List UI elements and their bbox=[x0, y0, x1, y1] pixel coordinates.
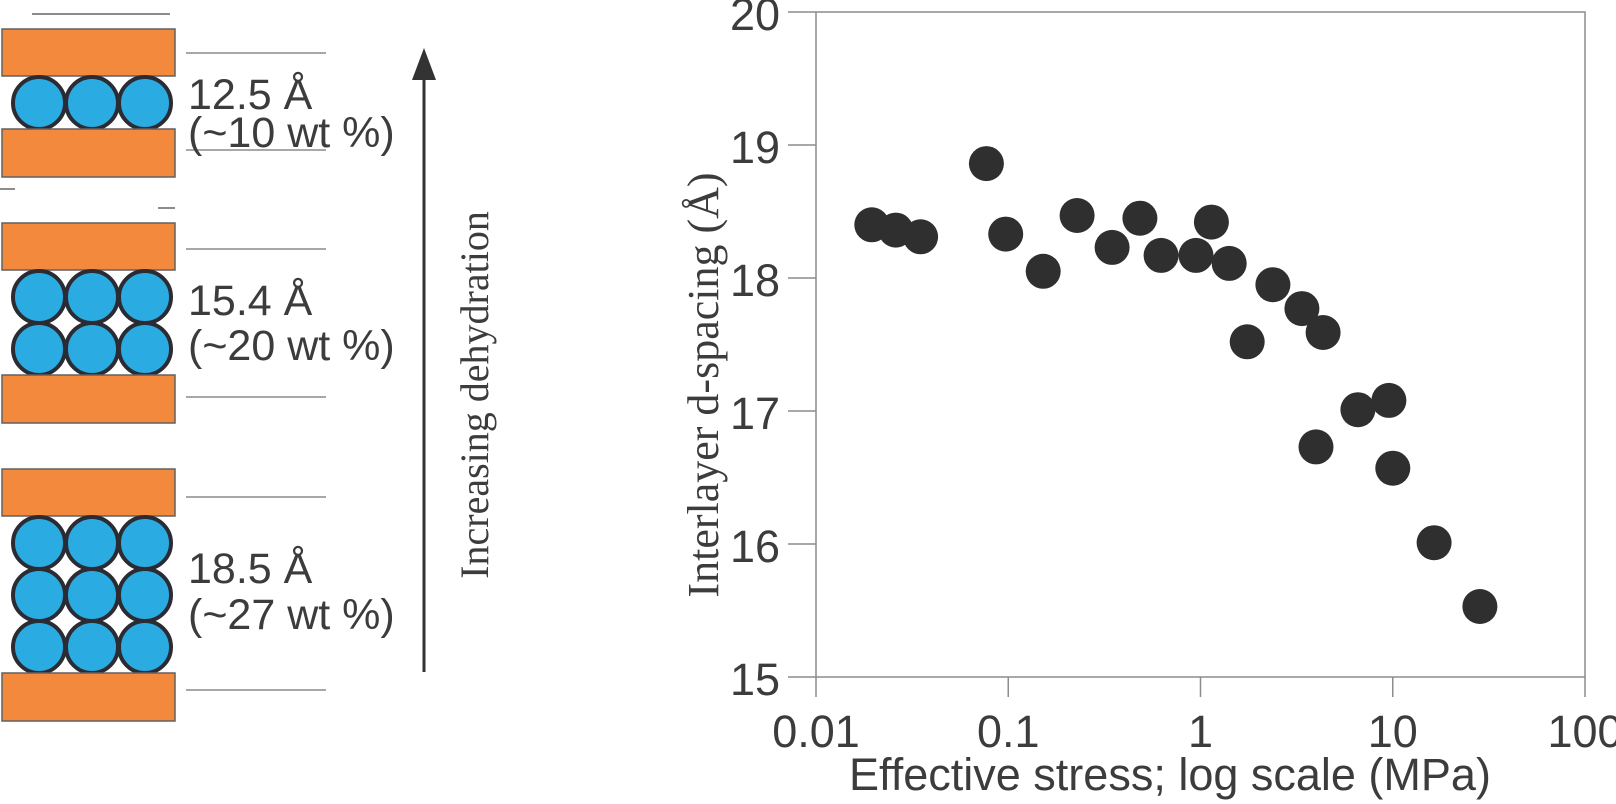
clay-layer bbox=[1, 374, 176, 424]
hydration-state: 15.4 Å(~20 wt %) bbox=[1, 222, 395, 424]
scatter-plot: 15 16 17 18 19 20 0.01 0.1 1 10 100 bbox=[730, 0, 1616, 757]
y-tick-label: 20 bbox=[730, 0, 780, 40]
clay-layer bbox=[1, 468, 176, 517]
dehydration-arrow-label: Increasing dehydration bbox=[452, 211, 497, 579]
data-point bbox=[1211, 245, 1247, 281]
data-point bbox=[1416, 525, 1452, 561]
water-molecule bbox=[64, 321, 120, 377]
data-point bbox=[1143, 237, 1179, 273]
data-point bbox=[1255, 267, 1291, 303]
water-molecule bbox=[64, 619, 120, 675]
water-molecule bbox=[117, 619, 173, 675]
clay-layer bbox=[1, 28, 176, 77]
water-molecule bbox=[11, 515, 67, 571]
data-point bbox=[1462, 589, 1498, 624]
d-spacing-label: 15.4 Å bbox=[188, 277, 313, 325]
water-molecule bbox=[64, 567, 120, 623]
water-molecule bbox=[11, 567, 67, 623]
water-molecule bbox=[117, 75, 173, 131]
water-molecule bbox=[11, 619, 67, 675]
hydration-state: 18.5 Å(~27 wt %) bbox=[1, 468, 395, 722]
data-point bbox=[968, 146, 1004, 182]
water-molecule bbox=[11, 269, 67, 325]
y-tick-label: 18 bbox=[730, 255, 780, 306]
data-point bbox=[1094, 229, 1130, 265]
data-point bbox=[1059, 198, 1095, 233]
dehydration-arrow-head bbox=[412, 48, 436, 80]
data-point bbox=[1025, 253, 1061, 289]
water-molecule bbox=[117, 515, 173, 571]
hydration-diagram: 12.5 Å(~10 wt %)15.4 Å(~20 wt %)18.5 Å(~… bbox=[0, 13, 436, 722]
y-tick-label: 16 bbox=[730, 521, 780, 572]
y-tick-label: 17 bbox=[730, 388, 780, 439]
water-molecule bbox=[64, 269, 120, 325]
x-tick-label: 0.1 bbox=[977, 706, 1040, 757]
data-point bbox=[1122, 200, 1158, 236]
data-point bbox=[1298, 429, 1334, 465]
y-tick-label: 15 bbox=[730, 654, 780, 705]
x-tick-label: 100 bbox=[1547, 706, 1616, 757]
y-axis-title: Interlayer d-spacing (Å) bbox=[679, 172, 728, 597]
water-molecule bbox=[117, 269, 173, 325]
data-point bbox=[1284, 291, 1320, 327]
x-tick-label: 1 bbox=[1188, 706, 1213, 757]
clay-layer bbox=[1, 222, 176, 271]
water-content-label: (~20 wt %) bbox=[188, 322, 395, 370]
d-spacing-label: 12.5 Å bbox=[188, 71, 313, 119]
data-point bbox=[1193, 204, 1229, 240]
data-point bbox=[1229, 324, 1265, 360]
x-tick-label: 0.01 bbox=[772, 706, 860, 757]
data-point bbox=[1375, 450, 1411, 486]
water-molecule bbox=[64, 75, 120, 131]
water-molecule bbox=[64, 515, 120, 571]
water-molecule bbox=[11, 75, 67, 131]
data-point bbox=[1340, 392, 1376, 428]
water-content-label: (~27 wt %) bbox=[188, 591, 395, 639]
clay-layer bbox=[1, 128, 176, 178]
plot-border bbox=[815, 11, 1586, 678]
water-molecule bbox=[117, 321, 173, 377]
data-point bbox=[988, 216, 1024, 252]
water-molecule bbox=[11, 321, 67, 377]
data-point bbox=[1305, 315, 1341, 350]
data-point bbox=[1371, 382, 1407, 418]
data-point bbox=[1178, 237, 1214, 273]
water-content-label: (~10 wt %) bbox=[188, 109, 395, 157]
clay-layer bbox=[1, 672, 176, 722]
hydration-state: 12.5 Å(~10 wt %) bbox=[1, 28, 395, 178]
data-point bbox=[903, 219, 939, 255]
water-molecule bbox=[117, 567, 173, 623]
x-tick-label: 10 bbox=[1368, 706, 1418, 757]
y-tick-label: 19 bbox=[730, 122, 780, 173]
x-axis-title: Effective stress; log scale (MPa) bbox=[849, 749, 1491, 800]
d-spacing-label: 18.5 Å bbox=[188, 545, 313, 593]
